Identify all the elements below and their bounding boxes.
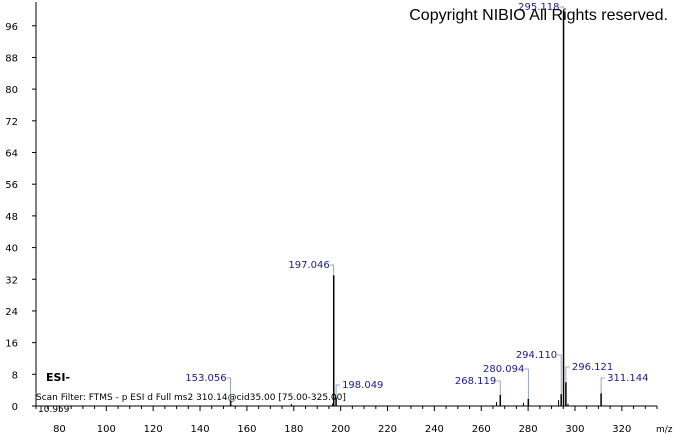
minor-peaks	[290, 400, 569, 406]
peak-label: 294.110	[516, 350, 557, 361]
y-tick-label: 24	[5, 307, 18, 318]
peak-label-leader	[600, 377, 606, 394]
x-axis-unit-label: m/z	[656, 425, 673, 434]
retention-time: 10.959	[38, 405, 70, 415]
peak-label-leader	[559, 6, 564, 10]
y-tick-label: 80	[5, 85, 18, 96]
y-axis-ticks: 0 8 16 24 32 40 48 56 64 72 80 88 96	[5, 22, 36, 413]
copyright-notice: Copyright NIBIO All Rights reserved.	[409, 7, 668, 24]
ion-mode-label: ESI-	[46, 371, 70, 384]
peak-label-leader	[226, 377, 232, 402]
peak-label-leader	[335, 384, 341, 398]
peak-label: 268.119	[455, 376, 496, 387]
x-tick-label: 260	[472, 424, 491, 434]
peaks	[229, 9, 602, 406]
peak-label: 311.144	[607, 373, 648, 384]
y-tick-label: 72	[5, 117, 18, 128]
y-tick-label: 96	[5, 22, 18, 33]
peak-label: 197.046	[288, 260, 329, 271]
peak-label-leader	[329, 264, 335, 276]
x-tick-label: 200	[331, 424, 350, 434]
peak-label-leader	[496, 380, 501, 395]
x-tick-label: 160	[237, 424, 256, 434]
y-tick-label: 88	[5, 53, 18, 64]
y-tick-label: 0	[12, 402, 18, 413]
peak-label-leader	[557, 354, 562, 395]
peak-label-leader	[524, 368, 529, 399]
scan-filter-text: Scan Filter: FTMS - p ESI d Full ms2 310…	[36, 393, 346, 403]
y-tick-label: 48	[5, 212, 18, 223]
x-tick-label: 220	[378, 424, 397, 434]
peak-label: 153.056	[185, 373, 226, 384]
x-axis-ticks: 80 100 120 140 160 180 200 220 240 260 280 300 320	[35, 406, 658, 434]
y-tick-label: 32	[5, 275, 18, 286]
y-tick-label: 8	[12, 370, 18, 381]
x-tick-label: 140	[190, 424, 209, 434]
x-tick-label: 240	[425, 424, 444, 434]
y-tick-label: 64	[5, 149, 18, 160]
x-tick-label: 100	[97, 424, 116, 434]
peak-label: 198.049	[342, 380, 383, 391]
peak-label-leader	[565, 366, 570, 383]
y-tick-label: 56	[5, 180, 18, 191]
x-tick-label: 80	[53, 424, 66, 434]
peak-label: 295.118	[518, 2, 559, 13]
x-tick-label: 300	[565, 424, 584, 434]
peak-label: 280.094	[483, 364, 524, 375]
peak-label: 296.121	[572, 362, 613, 373]
x-tick-label: 320	[612, 424, 631, 434]
y-tick-label: 16	[5, 339, 18, 350]
x-tick-label: 280	[519, 424, 538, 434]
y-tick-label: 40	[5, 244, 18, 255]
axes	[35, 2, 657, 407]
x-tick-label: 120	[144, 424, 163, 434]
x-tick-label: 180	[284, 424, 303, 434]
